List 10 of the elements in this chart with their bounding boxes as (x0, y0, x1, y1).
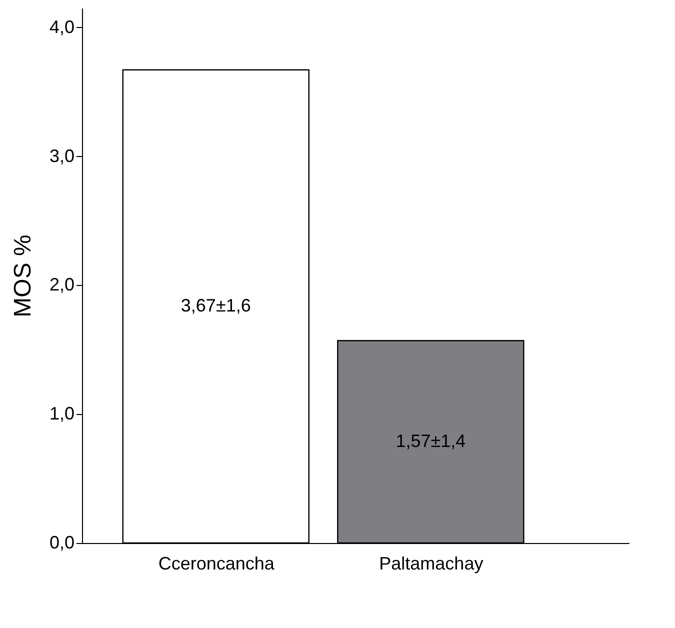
y-tick-label: 0,0 (49, 532, 74, 552)
y-tick-label: 3,0 (49, 146, 74, 166)
data-label: 3,67±1,6 (180, 295, 251, 316)
x-tick-label: Cceroncancha (158, 554, 276, 574)
y-axis-title: MOS % (9, 234, 36, 318)
y-tick-label: 2,0 (49, 274, 74, 295)
x-tick-label: Paltamachay (379, 554, 484, 574)
y-tick-label: 1,0 (49, 404, 74, 424)
y-tick-label: 4,0 (49, 16, 74, 37)
data-label: 1,57±1,4 (396, 430, 466, 451)
